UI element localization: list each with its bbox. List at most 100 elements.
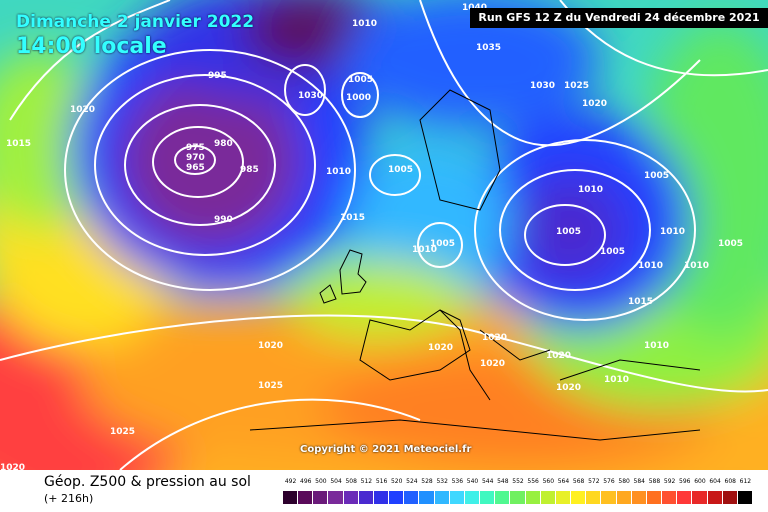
legend-swatch <box>358 491 374 504</box>
legend-label: 576 <box>603 478 615 485</box>
legend-swatch <box>343 491 359 504</box>
label-1020i: 1020 <box>0 463 25 470</box>
forecast-date-title: Dimanche 2 janvier 2022 <box>16 12 255 32</box>
label-1020g: 1020 <box>546 351 571 361</box>
legend-swatch <box>555 491 572 504</box>
label-1015: 1015 <box>6 139 31 149</box>
label-1015c: 1015 <box>628 297 653 307</box>
label-1020: 1020 <box>70 105 95 115</box>
label-1010f: 1010 <box>644 341 669 351</box>
label-1020e: 1020 <box>482 333 507 343</box>
label-1025b: 1025 <box>258 381 283 391</box>
legend-swatch <box>298 491 314 504</box>
legend-label: 524 <box>406 478 418 485</box>
label-1020d: 1020 <box>428 343 453 353</box>
label-1025c: 1025 <box>110 427 135 437</box>
label-995: 995 <box>208 71 227 81</box>
legend-swatch <box>540 491 556 504</box>
copyright-notice: Copyright © 2021 Meteociel.fr <box>300 444 472 455</box>
label-1020h: 1020 <box>556 383 581 393</box>
legend-swatch <box>586 491 602 504</box>
legend-label: 592 <box>663 478 676 485</box>
label-1035: 1035 <box>476 43 501 53</box>
legend-swatch <box>601 491 617 504</box>
legend-swatch <box>434 491 450 504</box>
label-1010h: 1010 <box>660 227 685 237</box>
legend-swatch <box>510 491 526 504</box>
legend-label: 580 <box>618 478 630 485</box>
legend-label: 528 <box>421 478 433 485</box>
legend-label: 512 <box>360 478 373 485</box>
legend-swatch <box>646 491 663 504</box>
label-1010: 1010 <box>352 19 377 29</box>
legend-swatch <box>464 491 481 504</box>
legend-label: 540 <box>466 478 479 485</box>
legend-label: 520 <box>390 478 403 485</box>
legend-swatch <box>662 491 678 504</box>
legend-swatch <box>328 491 344 504</box>
legend-swatch <box>525 491 541 504</box>
legend-swatch <box>404 491 420 504</box>
label-975: 975 <box>186 143 205 153</box>
weather-map: 995 975 970 965 980 985 990 1020 1015 10… <box>0 0 768 470</box>
legend-swatch <box>737 491 753 504</box>
pressure-labels: 995 975 970 965 980 985 990 1020 1015 10… <box>0 3 743 470</box>
legend-label: 604 <box>709 478 721 485</box>
forecast-hour: (+ 216h) <box>44 492 94 505</box>
label-1020c: 1020 <box>258 341 283 351</box>
label-1010d: 1010 <box>412 245 437 255</box>
label-1000: 1000 <box>346 93 371 103</box>
label-1010g: 1010 <box>604 375 629 385</box>
legend-swatch <box>313 491 329 504</box>
legend-swatch <box>616 491 632 504</box>
label-1010c: 1010 <box>578 185 603 195</box>
label-980: 980 <box>214 139 233 149</box>
label-1030b: 1030 <box>530 81 555 91</box>
label-970: 970 <box>186 153 205 163</box>
product-title: Géop. Z500 & pression au sol <box>44 474 251 490</box>
label-990: 990 <box>214 215 233 225</box>
legend-label: 516 <box>375 478 388 485</box>
legend-label: 496 <box>300 478 312 485</box>
legend-swatch <box>449 491 465 504</box>
legend-label: 556 <box>527 478 539 485</box>
legend-swatch <box>707 491 723 504</box>
legend-swatch <box>283 491 299 504</box>
label-1005e: 1005 <box>430 239 455 249</box>
label-1005b: 1005 <box>388 165 413 175</box>
legend-swatch <box>373 491 390 504</box>
label-1025: 1025 <box>564 81 589 91</box>
coastlines <box>249 89 701 441</box>
legend-label: 548 <box>497 478 509 485</box>
label-1020b: 1020 <box>582 99 607 109</box>
legend-label: 564 <box>557 478 570 485</box>
legend-swatch <box>495 491 511 504</box>
label-1020f: 1020 <box>480 359 505 369</box>
label-1010b: 1010 <box>326 167 351 177</box>
legend-swatch <box>480 491 496 504</box>
legend-label: 588 <box>648 478 661 485</box>
label-1010e: 1010 <box>638 261 663 271</box>
legend-swatch <box>722 491 738 504</box>
label-985: 985 <box>240 165 259 175</box>
legend-label: 504 <box>330 478 342 485</box>
color-legend: 492 496 500 504 508 512 516 520 524 528 532 536 540 5… <box>283 478 753 508</box>
legend-label: 584 <box>633 478 645 485</box>
label-965: 965 <box>186 163 205 173</box>
geopotential-field <box>0 0 768 470</box>
legend-label: 596 <box>679 478 691 485</box>
legend-swatch <box>419 491 435 504</box>
run-info-banner: Run GFS 12 Z du Vendredi 24 décembre 202… <box>470 8 768 28</box>
label-1030: 1030 <box>298 91 323 101</box>
legend-label: 508 <box>345 478 357 485</box>
legend-label: 608 <box>724 478 736 485</box>
legend-label: 600 <box>694 478 706 485</box>
legend-label: 552 <box>512 478 524 485</box>
forecast-time-title: 14:00 locale <box>16 34 167 59</box>
legend-label: 572 <box>588 478 600 485</box>
legend-label: 544 <box>481 478 494 485</box>
legend-swatch <box>677 491 693 504</box>
label-1005f: 1005 <box>644 171 669 181</box>
isobars <box>0 0 768 470</box>
legend-swatch <box>692 491 708 504</box>
